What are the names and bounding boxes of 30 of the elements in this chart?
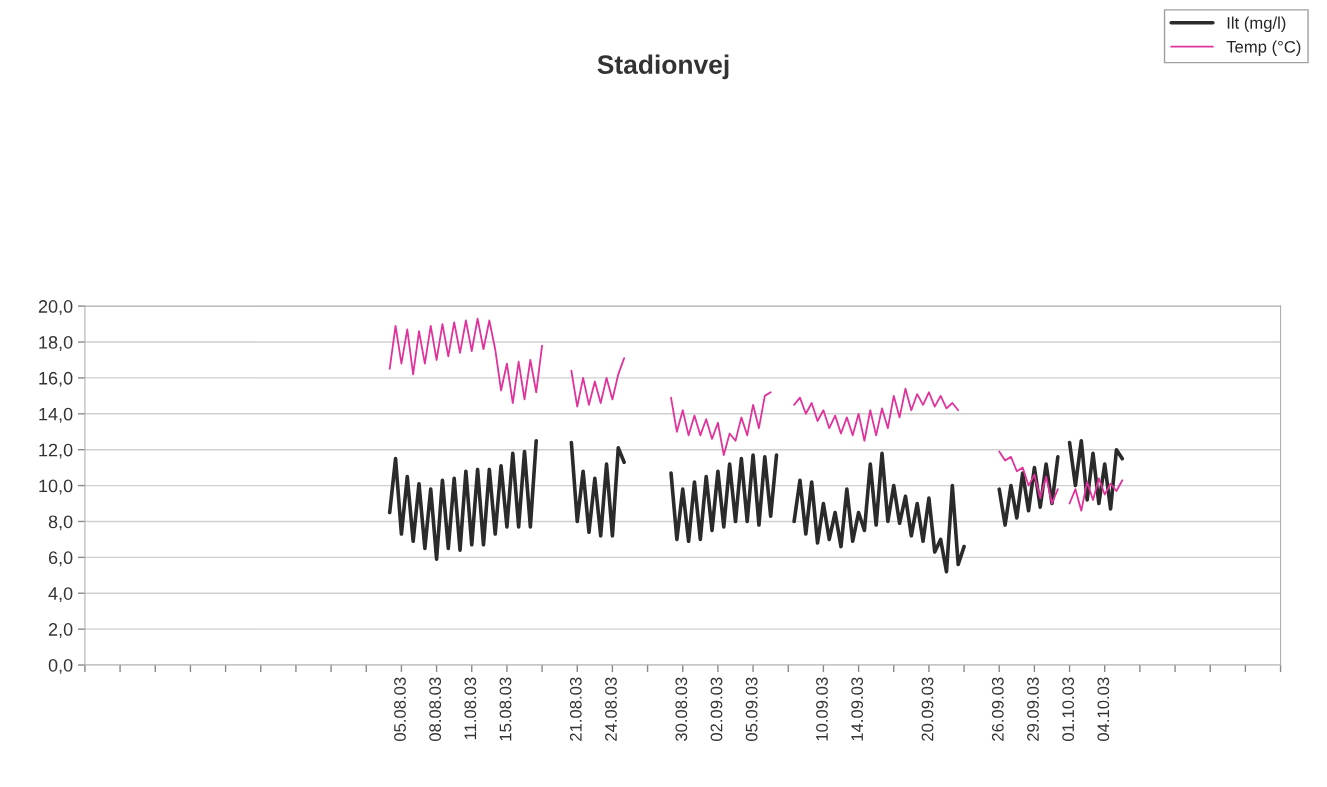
y-tick-label: 0,0 <box>48 658 73 674</box>
y-tick-label: 18,0 <box>39 335 73 351</box>
y-tick-label: 16,0 <box>39 371 73 387</box>
y-tick-label: 14,0 <box>39 407 73 423</box>
x-tick-label: 11.08.03 <box>464 677 477 740</box>
x-tick-label: 02.09.03 <box>710 677 723 742</box>
y-tick-label: 20,0 <box>38 300 73 315</box>
x-tick-label: 21.08.03 <box>569 677 582 741</box>
y-tick-label: 10,0 <box>39 479 73 495</box>
y-tick-label: 2,0 <box>48 623 73 638</box>
legend-label: Temp (°C) <box>1226 40 1301 56</box>
legend-label: Ilt (mg/l) <box>1227 16 1286 33</box>
chart-title: Stadionvej <box>597 54 729 80</box>
x-tick-label: 14.09.03 <box>851 677 864 741</box>
x-tick-label: 26.09.03 <box>991 677 1004 741</box>
x-tick-label: 05.09.03 <box>745 677 758 742</box>
x-tick-label: 10.09.03 <box>816 677 828 741</box>
x-tick-label: 15.08.03 <box>499 677 512 741</box>
y-tick-label: 6,0 <box>48 551 73 567</box>
x-tick-label: 04.10.03 <box>1097 677 1110 742</box>
x-tick-label: 01.10.03 <box>1062 677 1075 742</box>
x-tick-label: 08.08.03 <box>429 677 442 742</box>
y-tick-label: 4,0 <box>48 587 73 603</box>
y-tick-label: 12,0 <box>39 443 73 459</box>
x-tick-label: 30.08.03 <box>675 677 688 742</box>
x-tick-label: 20.09.03 <box>921 677 934 741</box>
x-tick-label: 05.08.03 <box>394 677 406 742</box>
x-tick-label: 24.08.03 <box>605 677 617 741</box>
x-tick-label: 29.09.03 <box>1027 677 1039 741</box>
y-tick-label: 8,0 <box>48 515 73 531</box>
